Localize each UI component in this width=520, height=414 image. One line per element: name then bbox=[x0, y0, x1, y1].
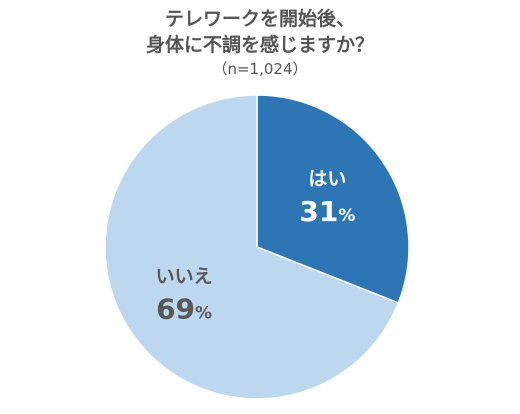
slice-value-no: 69% bbox=[156, 293, 212, 326]
slice-value-unit-no: % bbox=[195, 304, 212, 324]
chart-title-line-2: 身体に不調を感じますか？ bbox=[145, 34, 374, 56]
pie-slices bbox=[104, 94, 410, 400]
slice-value-number-no: 69 bbox=[156, 293, 195, 326]
slice-value-unit-yes: % bbox=[338, 206, 355, 226]
slice-value-yes: 31% bbox=[299, 195, 355, 228]
pie-labels: はい 31% いいえ 69% bbox=[156, 168, 356, 325]
chart-subtitle: （n=1,024） bbox=[212, 60, 308, 78]
slice-label-no: いいえ bbox=[156, 266, 213, 288]
pie-slice-no bbox=[104, 94, 400, 400]
pie-slice-yes bbox=[256, 94, 410, 304]
chart-title-line-1: テレワークを開始後、 bbox=[164, 8, 355, 30]
chart-title-block: テレワークを開始後、 身体に不調を感じますか？ （n=1,024） bbox=[0, 0, 520, 80]
slice-label-yes: はい bbox=[308, 168, 346, 190]
slice-value-number-yes: 31 bbox=[299, 195, 338, 228]
